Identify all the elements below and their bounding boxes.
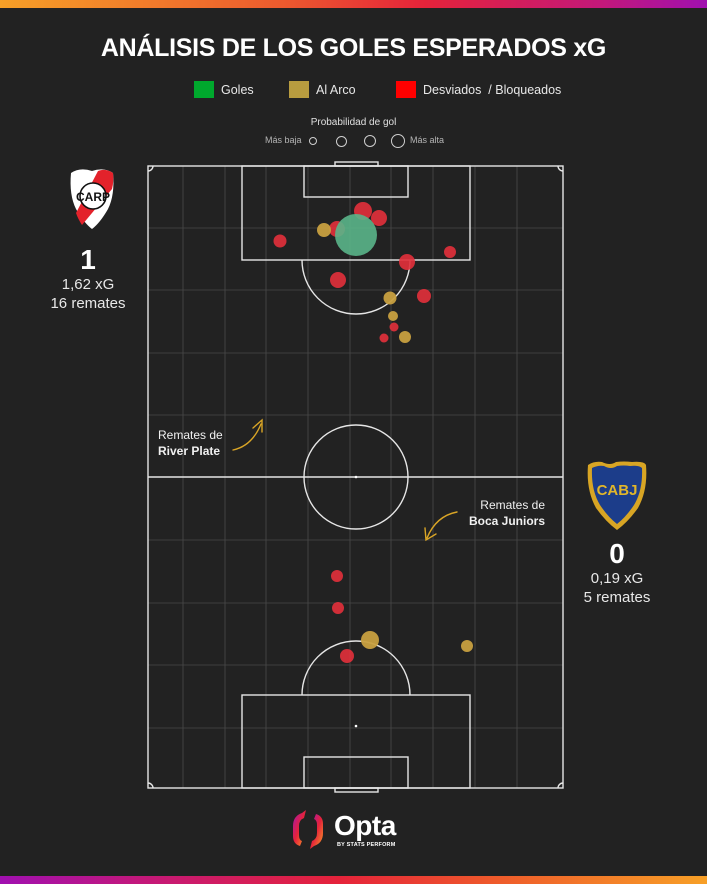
- top-gradient-bar: [0, 0, 707, 8]
- legend-label: Desviados / Bloqueados: [423, 82, 562, 97]
- opta-logo: Opta BY STATS PERFORM: [290, 808, 430, 853]
- shot-marker[interactable]: [361, 631, 379, 649]
- legend-swatch-goals: [194, 81, 214, 98]
- opta-mark-icon: [293, 810, 323, 849]
- probability-scale: Más baja Más alta: [0, 134, 707, 148]
- shot-marker[interactable]: [388, 311, 398, 321]
- shot-marker[interactable]: [379, 333, 389, 343]
- boca-juniors-shots: [331, 570, 473, 663]
- river-annotation-line1: Remates de: [158, 428, 223, 442]
- shot-marker[interactable]: [317, 223, 331, 237]
- boca-annotation-team: Boca Juniors: [468, 514, 545, 528]
- pitch-lines: [147, 161, 564, 793]
- boca-arrow-icon: [424, 511, 458, 542]
- shot-marker[interactable]: [383, 291, 397, 305]
- boca-juniors-crest: CABJ: [587, 461, 647, 530]
- shot-marker[interactable]: [399, 331, 411, 343]
- shot-marker[interactable]: [332, 602, 344, 614]
- home-team-summary: 1 1,62 xG 16 remates: [38, 245, 138, 313]
- shot-marker[interactable]: [340, 649, 354, 663]
- probability-title: Probabilidad de gol: [310, 117, 397, 128]
- shot-marker[interactable]: [461, 640, 473, 652]
- legend-label: Al Arco: [316, 82, 356, 97]
- shot-marker[interactable]: [371, 210, 387, 226]
- shot-marker[interactable]: [444, 246, 456, 258]
- legend: Goles Al Arco Desviados / Bloqueados: [0, 81, 707, 101]
- away-score: 0: [609, 538, 625, 569]
- probability-circle-1-icon: [309, 137, 317, 145]
- shot-marker[interactable]: [399, 254, 415, 270]
- legend-item-off-target: Desviados / Bloqueados: [396, 81, 561, 98]
- legend-label: Goles: [221, 82, 254, 97]
- river-plate-shots: [273, 202, 456, 343]
- probability-high-label: Más alta: [410, 135, 445, 145]
- boca-annotation-line1: Remates de: [480, 498, 545, 512]
- svg-text:CABJ: CABJ: [597, 482, 638, 499]
- away-shots: 5 remates: [583, 589, 651, 606]
- river-arrow-icon: [232, 418, 263, 451]
- away-xg: 0,19 xG: [590, 570, 644, 587]
- probability-circle-2-icon: [336, 135, 347, 147]
- probability-circle-3-icon: [364, 135, 376, 147]
- shot-marker[interactable]: [417, 289, 431, 303]
- probability-low-label: Más baja: [265, 135, 302, 145]
- bottom-gradient-bar: [0, 876, 707, 884]
- svg-text:CARP: CARP: [76, 190, 110, 204]
- home-score: 1: [80, 244, 96, 275]
- river-annotation-team: River Plate: [158, 444, 221, 458]
- shot-marker[interactable]: [330, 272, 346, 288]
- legend-item-goals: Goles: [194, 81, 254, 98]
- boca-annotation: Remates de Boca Juniors: [466, 497, 545, 529]
- shot-marker[interactable]: [331, 570, 343, 582]
- opta-subbrand: BY STATS PERFORM: [337, 842, 396, 848]
- shot-marker[interactable]: [273, 234, 287, 248]
- shot-marker[interactable]: [389, 322, 399, 332]
- probability-circle-4-icon: [391, 134, 405, 148]
- home-xg: 1,62 xG: [61, 276, 115, 293]
- pitch-spots: [354, 475, 358, 728]
- legend-swatch-off-target: [396, 81, 416, 98]
- river-annotation: Remates de River Plate: [158, 427, 223, 459]
- opta-brand: Opta: [334, 810, 396, 841]
- legend-swatch-on-target: [289, 81, 309, 98]
- river-plate-crest: CARP: [70, 169, 114, 229]
- goal-marker[interactable]: [335, 214, 377, 256]
- away-team-summary: 0 0,19 xG 5 remates: [567, 539, 667, 607]
- home-shots: 16 remates: [50, 295, 126, 312]
- legend-item-on-target: Al Arco: [289, 81, 356, 98]
- chart-title: ANÁLISIS DE LOS GOLES ESPERADOS xG: [100, 34, 607, 62]
